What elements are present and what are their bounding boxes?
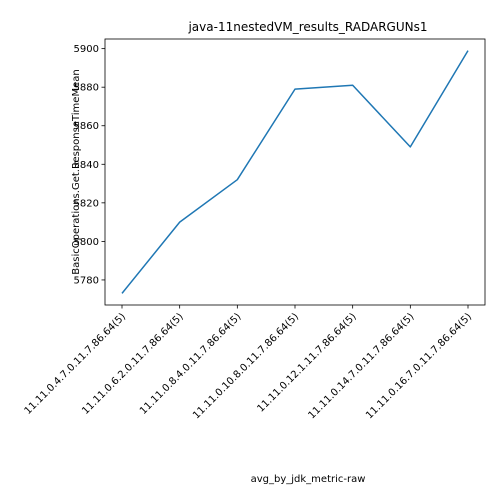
y-tick-label-0: 5780 [74, 275, 99, 286]
x-axis-label: avg_by_jdk_metric-raw [251, 474, 366, 485]
x-tick-label-2: 11.11.0.8.4.0.11.7.86.64(5) [138, 311, 244, 417]
x-tick-label-0: 11.11.0.4.7.0.11.7.86.64(5) [23, 311, 129, 417]
y-tick-label-1: 5800 [74, 237, 99, 248]
x-tick-label-1: 11.11.0.6.2.0.11.7.86.64(5) [80, 311, 186, 417]
x-tick-label-3: 11.11.0.10.8.0.11.7.86.64(5) [191, 311, 301, 421]
y-tick-label-4: 5860 [74, 121, 99, 132]
y-tick-label-6: 5900 [74, 44, 99, 55]
x-tick-label-4: 11.11.0.12.1.11.7.86.64(5) [256, 311, 359, 414]
chart-title: java-11nestedVM_results_RADARGUNs1 [187, 20, 427, 34]
y-tick-label-3: 5840 [74, 160, 99, 171]
y-tick-label-2: 5820 [74, 198, 99, 209]
plot-frame [104, 38, 486, 306]
y-axis-label: BasicOperations.Get.ResponseTimeMean [71, 69, 82, 274]
plot-area: 5780 5800 5820 5840 5860 5880 5900 11.11.0.4.7.… [23, 38, 486, 421]
y-tick-label-5: 5880 [74, 83, 99, 94]
x-tick-label-6: 11.11.0.16.7.0.11.7.86.64(5) [364, 311, 474, 421]
series-line-0 [121, 50, 469, 294]
x-tick-label-5: 11.11.0.14.7.0.11.7.86.64(5) [306, 311, 416, 421]
